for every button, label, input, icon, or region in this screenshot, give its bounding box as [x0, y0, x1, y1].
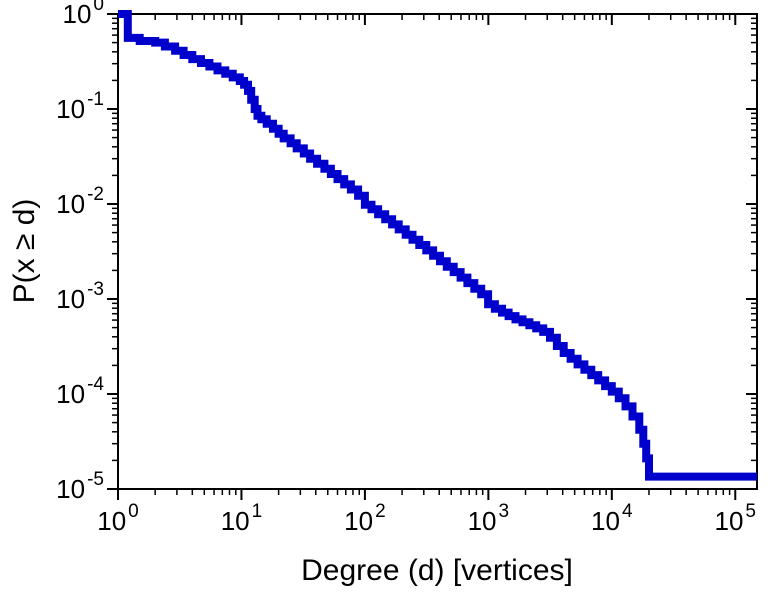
x-tick-labels: 10 0 10 1 10 2 10 3 10 4 10 5: [97, 501, 756, 536]
x-axis-label: Degree (d) [vertices]: [301, 554, 573, 587]
tick-label: 10 4: [591, 501, 633, 536]
plot-frame: [117, 13, 758, 490]
tick-label: 10 -5: [56, 469, 104, 504]
tick-label: 10 1: [221, 501, 262, 536]
tick-label: 10 0: [97, 501, 139, 536]
tick-label: 10 5: [715, 501, 757, 536]
tick-label: 10 -4: [56, 374, 104, 409]
ccdf-line: [118, 10, 757, 481]
y-axis-label: P(x ≥ d): [8, 199, 41, 304]
tick-label: 10 2: [344, 501, 386, 536]
tick-label: 10 -1: [56, 89, 104, 124]
tick-label: 10 3: [468, 501, 510, 536]
tick-label: 10 0: [63, 0, 105, 29]
tick-label: 10 -3: [56, 279, 104, 314]
tick-label: 10 -2: [56, 184, 104, 219]
